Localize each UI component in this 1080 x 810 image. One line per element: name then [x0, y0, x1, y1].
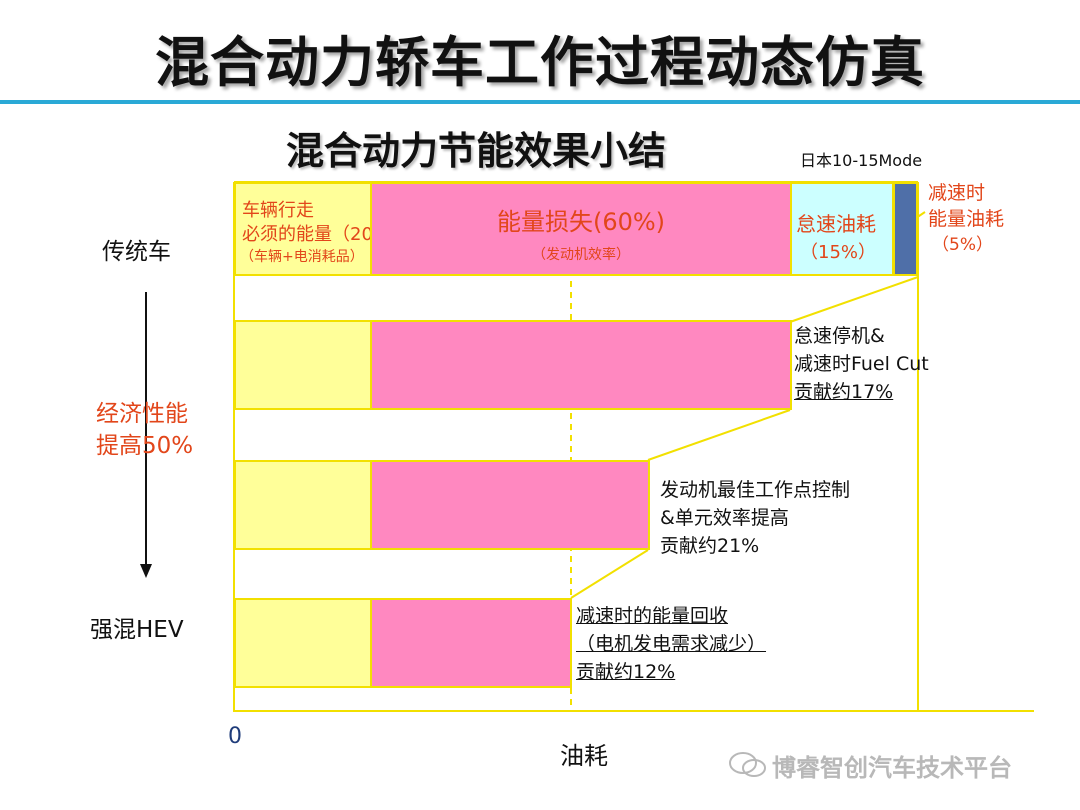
note3-line2: （电机发电需求减少）	[576, 633, 767, 655]
row2-driving-bar	[234, 320, 372, 410]
row3-driving-bar	[234, 460, 372, 550]
x-axis-label: 油耗	[560, 742, 608, 770]
wechat-icon	[729, 752, 766, 777]
segment-driving-energy: 车辆行走 必须的能量（20%） （车辆+电消耗品）	[234, 182, 408, 276]
row3-loss-bar	[370, 460, 650, 550]
row-label-conventional: 传统车	[102, 239, 171, 265]
watermark-text: 博睿智创汽车技术平台	[772, 754, 1012, 782]
segment-decel	[893, 182, 918, 276]
note1-line1: 怠速停机&	[794, 325, 885, 347]
segment-idle: 怠速油耗 （15%）	[790, 182, 894, 276]
segment-driving-line2: 必须的能量（20%）	[242, 224, 409, 245]
decel-label-line3: （5%）	[932, 235, 993, 255]
page-title: 混合动力轿车工作过程动态仿真	[155, 31, 925, 94]
decel-label-line2: 能量油耗	[928, 208, 1005, 230]
x-axis-line	[234, 710, 1034, 712]
note2-line1: 发动机最佳工作点控制	[660, 479, 851, 501]
economy-line1: 经济性能	[96, 401, 188, 427]
note2-line2: &单元效率提高	[660, 507, 789, 529]
note2-line3: 贡献约21%	[660, 535, 760, 557]
note-optimal-point: 发动机最佳工作点控制 &单元效率提高 贡献约21%	[660, 476, 850, 560]
x-axis-zero: 0	[228, 724, 242, 749]
segment-idle-line2: （15%）	[800, 242, 877, 263]
note3-line3: 贡献约12%	[576, 661, 676, 683]
subtitle: 混合动力节能效果小结	[286, 129, 667, 173]
economy-label: 经济性能 提高50%	[96, 398, 193, 462]
row4-driving-bar	[234, 598, 372, 688]
row-label-hev: 强混HEV	[90, 617, 184, 643]
note1-line2: 减速时Fuel Cut	[794, 353, 929, 375]
note1-line3: 贡献约17%	[794, 381, 894, 403]
note-idle-stop: 怠速停机& 减速时Fuel Cut 贡献约17%	[794, 322, 929, 406]
economy-line2: 提高50%	[96, 433, 194, 459]
segment-driving-line1: 车辆行走	[242, 200, 314, 221]
row4-loss-bar	[370, 598, 572, 688]
note-regeneration: 减速时的能量回收 （电机发电需求减少） 贡献约12%	[576, 602, 766, 686]
title-divider	[0, 100, 1080, 104]
segment-loss-line1: 能量损失(60%)	[496, 208, 666, 236]
segment-loss-line2: （发动机效率）	[532, 247, 630, 263]
segment-driving-line3: （车辆+电消耗品）	[240, 249, 364, 265]
segment-energy-loss: 能量损失(60%) （发动机效率）	[370, 182, 792, 276]
note3-line1: 减速时的能量回收	[576, 605, 729, 627]
test-mode-label: 日本10-15Mode	[800, 151, 923, 170]
decel-label-line1: 减速时	[928, 182, 986, 204]
row2-loss-bar	[370, 320, 792, 410]
segment-idle-line1: 怠速油耗	[796, 212, 876, 236]
